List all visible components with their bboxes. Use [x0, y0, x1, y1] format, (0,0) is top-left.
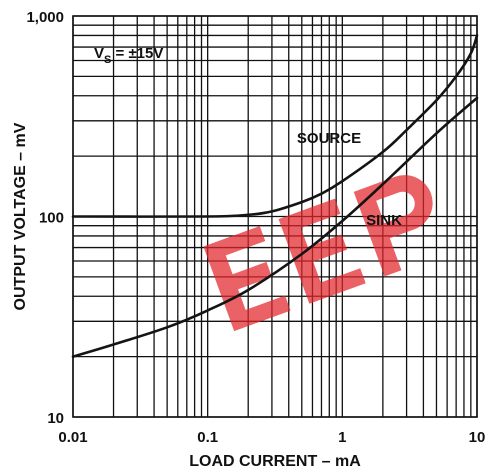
watermark-letter-e	[203, 226, 291, 332]
watermark-letter-e	[278, 198, 366, 304]
y-tick-label: 1,000	[26, 9, 64, 26]
supply-voltage-annotation: VS = ±15V	[94, 45, 163, 66]
x-tick-label: 0.01	[58, 429, 87, 446]
x-tick-label: 0.1	[197, 429, 218, 446]
series-line-source	[71, 34, 479, 218]
y-tick-label: 10	[47, 410, 64, 427]
annotation-subscript: S	[104, 54, 111, 66]
x-axis-title: LOAD CURRENT – mA	[189, 453, 361, 470]
series-label-source: SOURCE	[297, 130, 361, 147]
series-line-sink	[71, 96, 479, 358]
x-tick-label: 10	[469, 429, 486, 446]
tick-labels: 0.01 0.1 1 10 10 100 1,000	[26, 9, 485, 446]
y-axis-title: OUTPUT VOLTAGE – mV	[12, 122, 29, 310]
y-tick-label: 100	[39, 210, 64, 227]
annotation-rest: = ±15V	[111, 45, 163, 62]
series-label-sink: SINK	[366, 212, 402, 229]
watermark-logo	[203, 175, 433, 332]
watermark	[203, 175, 433, 332]
plot-frame	[72, 15, 478, 418]
series-layer	[71, 34, 479, 358]
x-tick-label: 1	[338, 429, 346, 446]
annotation-main: V	[94, 45, 104, 62]
watermark-letter-p	[353, 175, 433, 277]
